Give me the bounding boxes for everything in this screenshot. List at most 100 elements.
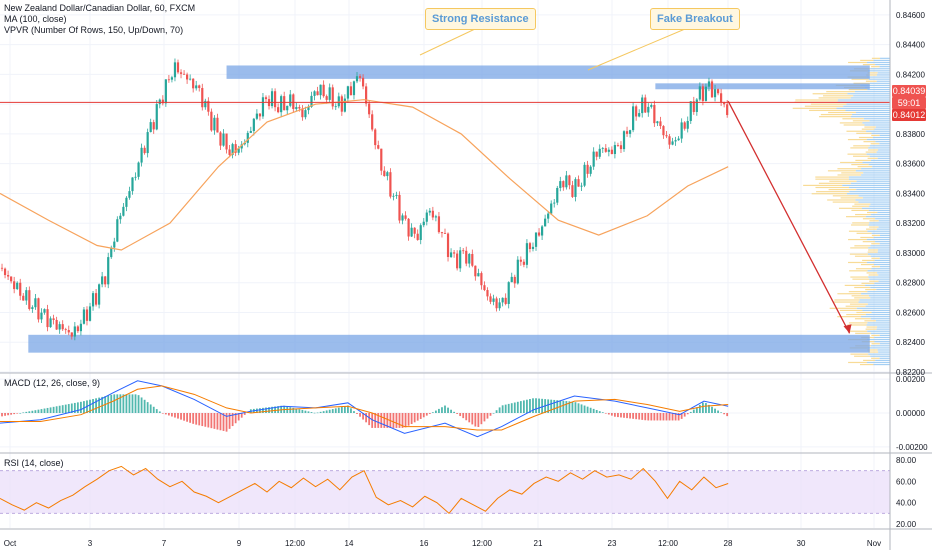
vpvr-down-bar — [848, 361, 867, 364]
vpvr-down-bar — [845, 305, 866, 307]
macd-histogram-bar — [301, 409, 304, 413]
candle-body — [592, 151, 595, 167]
candle-body — [289, 94, 292, 106]
vpvr-down-bar — [803, 184, 843, 187]
candle-body — [598, 148, 601, 157]
projection-arrow — [727, 100, 851, 334]
vpvr-up-bar — [871, 268, 890, 270]
candle-body — [10, 276, 13, 282]
vpvr-down-bar — [816, 191, 850, 193]
candle-body — [264, 97, 268, 100]
macd-histogram-bar — [1, 413, 3, 417]
vpvr-up-bar — [856, 307, 890, 309]
macd-histogram-bar — [353, 411, 355, 413]
vpvr-up-bar — [877, 211, 890, 214]
vpvr-up-bar — [879, 257, 890, 259]
macd-histogram-bar — [471, 413, 474, 425]
vpvr-up-bar — [862, 122, 890, 124]
vpvr-down-bar — [839, 122, 863, 124]
macd-histogram-bar — [322, 411, 325, 413]
candle-body — [304, 110, 307, 118]
vpvr-down-bar — [834, 299, 860, 301]
vpvr-up-bar — [868, 78, 890, 80]
macd-histogram-bar — [562, 400, 565, 413]
candle-body — [632, 106, 635, 131]
macd-histogram-bar — [708, 404, 710, 413]
candle-body — [453, 252, 456, 254]
candle-body — [501, 297, 504, 303]
vpvr-up-bar — [870, 245, 890, 247]
macd-histogram-bar — [714, 408, 716, 413]
macd-histogram-bar — [122, 394, 125, 413]
candle-body — [522, 261, 525, 265]
candle-body — [577, 179, 580, 187]
macd-histogram-bar — [146, 402, 149, 413]
candle-body — [201, 88, 204, 108]
vpvr-up-bar — [876, 80, 890, 82]
macd-histogram-bar — [580, 404, 583, 413]
candle-body — [407, 218, 410, 237]
vpvr-down-bar — [815, 176, 849, 178]
macd-histogram-bar — [701, 402, 704, 413]
vpvr-up-bar — [860, 84, 890, 87]
overlays — [0, 28, 890, 334]
candle-body — [298, 107, 301, 109]
candle-body — [653, 105, 656, 124]
vpvr-down-bar — [854, 297, 871, 299]
vpvr-down-bar — [871, 234, 881, 237]
vpvr-up-bar — [869, 205, 890, 207]
vpvr-up-bar — [850, 97, 890, 99]
vpvr-down-bar — [854, 255, 871, 257]
candle-body — [368, 103, 371, 115]
vpvr-down-bar — [865, 151, 877, 153]
candle-body — [528, 243, 532, 250]
candle-body — [413, 227, 416, 234]
vpvr-up-bar — [866, 130, 890, 132]
vpvr-down-bar — [860, 59, 874, 62]
strong-resistance-callout[interactable]: Strong Resistance — [425, 8, 536, 30]
macd-histogram-bar — [498, 407, 501, 413]
countdown-tag: 59:01 — [892, 97, 926, 109]
vpvr-down-bar — [854, 286, 871, 289]
candle-body — [349, 86, 353, 96]
vpvr-down-bar — [832, 301, 859, 303]
vpvr-up-bar — [861, 316, 890, 318]
macd-histogram-bar — [662, 413, 665, 421]
candle-body — [595, 151, 598, 157]
time-tick-label: Oct — [4, 539, 17, 548]
vpvr-up-bar — [862, 309, 890, 311]
vpvr-up-bar — [870, 332, 890, 334]
macd-histogram-bar — [504, 404, 507, 413]
macd-histogram-bar — [480, 413, 483, 425]
vpvr-down-bar — [863, 141, 876, 143]
vpvr-up-bar — [877, 326, 890, 328]
vpvr-down-bar — [853, 82, 870, 84]
candle-body — [334, 106, 337, 108]
price-tick-label: 0.82800 — [896, 279, 925, 288]
macd-histogram-bar — [325, 410, 328, 413]
vpvr-down-bar — [818, 97, 851, 99]
vpvr-up-bar — [864, 86, 890, 89]
rsi-pane — [0, 465, 890, 515]
vpvr-up-bar — [867, 230, 890, 232]
macd-histogram-bar — [152, 406, 155, 413]
vpvr-down-bar — [851, 209, 869, 212]
candle-body — [692, 101, 695, 112]
macd-histogram-bar — [198, 413, 201, 426]
candle-body — [37, 298, 40, 320]
vpvr-down-bar — [848, 230, 868, 232]
macd-histogram-bar — [340, 406, 343, 413]
vpvr-up-bar — [874, 282, 890, 284]
vpvr-down-bar — [870, 143, 880, 145]
vpvr-down-bar — [869, 280, 879, 282]
candle-body — [307, 106, 310, 111]
vpvr-up-bar — [848, 176, 890, 178]
macd-histogram-bar — [328, 409, 331, 413]
macd-histogram-bar — [477, 413, 480, 427]
vpvr-up-bar — [876, 151, 890, 153]
fake-breakout-callout[interactable]: Fake Breakout — [650, 8, 740, 30]
candle-body — [635, 106, 638, 117]
vpvr-up-bar — [876, 288, 890, 291]
macd-histogram-bar — [689, 411, 692, 413]
candle-body — [140, 147, 143, 163]
